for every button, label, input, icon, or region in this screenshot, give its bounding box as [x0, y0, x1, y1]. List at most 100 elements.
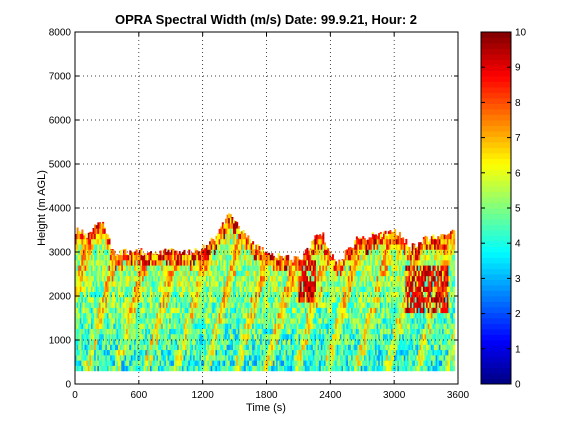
heat-cell: [181, 296, 184, 303]
heat-cell: [185, 333, 188, 340]
heat-cell: [256, 259, 259, 266]
heat-cell: [79, 291, 82, 298]
heat-cell: [367, 244, 370, 250]
heat-cell: [327, 339, 330, 345]
heat-cell: [255, 296, 258, 303]
heat-cell: [256, 254, 259, 261]
heat-cell: [75, 349, 77, 356]
heat-cell: [177, 253, 180, 256]
heat-cell: [132, 360, 135, 366]
heat-cell: [204, 354, 207, 361]
heat-cell: [293, 265, 296, 271]
heat-cell: [279, 259, 282, 266]
heat-cell: [175, 318, 178, 324]
heat-cell: [274, 344, 277, 351]
heat-cell: [143, 365, 146, 372]
heat-cell: [78, 328, 81, 335]
heat-cell: [194, 296, 197, 303]
heat-cell: [106, 234, 109, 240]
heat-cell: [127, 270, 130, 277]
heat-cell: [191, 291, 194, 298]
heat-cell: [134, 333, 137, 340]
heat-cell: [98, 360, 101, 366]
heat-cell: [110, 296, 113, 303]
heat-cell: [180, 302, 183, 308]
heat-cell: [383, 296, 385, 303]
heat-cell: [293, 256, 296, 261]
heat-cell: [328, 259, 331, 266]
heat-cell: [288, 302, 291, 308]
heat-cell: [317, 307, 320, 314]
heat-cell: [183, 275, 186, 282]
heat-cell: [231, 217, 234, 219]
heat-cell: [365, 244, 368, 250]
heat-cell: [199, 360, 202, 366]
heat-cell: [164, 270, 167, 277]
heat-cell: [296, 328, 299, 335]
heat-cell: [193, 252, 196, 256]
heat-cell: [84, 270, 87, 277]
heat-cell: [181, 286, 184, 292]
heat-cell: [343, 360, 346, 366]
heat-cell: [150, 307, 152, 314]
heat-cell: [293, 365, 296, 372]
heat-cell: [92, 228, 95, 234]
heat-cell: [371, 259, 374, 266]
heat-cell: [381, 275, 384, 282]
heat-cell: [156, 254, 159, 256]
heat-cell: [303, 333, 306, 340]
heat-cell: [157, 339, 160, 345]
heat-cell: [383, 360, 385, 366]
heat-cell: [237, 349, 240, 356]
heat-cell: [225, 360, 228, 366]
heat-cell: [210, 259, 213, 266]
heat-cell: [285, 323, 288, 329]
heat-cell: [202, 270, 205, 277]
heat-cell: [229, 265, 232, 271]
heat-cell: [143, 318, 146, 324]
heat-cell: [86, 254, 89, 261]
heat-cell: [116, 307, 119, 314]
heat-cell: [132, 259, 135, 266]
heat-cell: [218, 254, 221, 261]
heat-cell: [261, 354, 264, 361]
heat-cell: [287, 339, 290, 345]
heat-cell: [146, 259, 149, 266]
heat-cell: [376, 235, 379, 240]
heat-cell: [185, 281, 188, 287]
heat-cell: [231, 312, 234, 319]
heat-cell: [335, 328, 338, 335]
heat-cell: [97, 281, 100, 287]
heat-cell: [205, 244, 208, 250]
heat-cell: [180, 323, 183, 329]
heat-cell: [343, 344, 346, 351]
heat-cell: [288, 360, 291, 366]
heat-cell: [317, 328, 320, 335]
heat-cell: [371, 275, 374, 282]
heat-cell: [247, 312, 250, 319]
heat-cell: [347, 344, 350, 351]
heat-cell: [159, 318, 162, 324]
heat-cell: [140, 323, 143, 329]
heat-cell: [263, 259, 266, 266]
heat-cell: [379, 360, 382, 366]
heat-cell: [237, 286, 240, 292]
heat-cell: [159, 291, 162, 298]
heat-cell: [362, 254, 365, 261]
heat-cell: [378, 307, 381, 314]
heat-cell: [304, 354, 307, 361]
heat-cell: [271, 286, 274, 292]
heat-cell: [352, 365, 355, 372]
heat-cell: [264, 275, 267, 282]
heat-cell: [209, 307, 212, 314]
heat-cell: [167, 349, 170, 356]
heat-cell: [279, 360, 282, 366]
heat-cell: [172, 291, 175, 298]
heat-cell: [134, 323, 137, 329]
heat-cell: [175, 296, 178, 303]
heat-cell: [143, 270, 146, 277]
heat-cell: [255, 259, 258, 266]
heat-cell: [355, 244, 358, 250]
heat-cell: [229, 254, 232, 261]
heat-cell: [223, 323, 226, 329]
